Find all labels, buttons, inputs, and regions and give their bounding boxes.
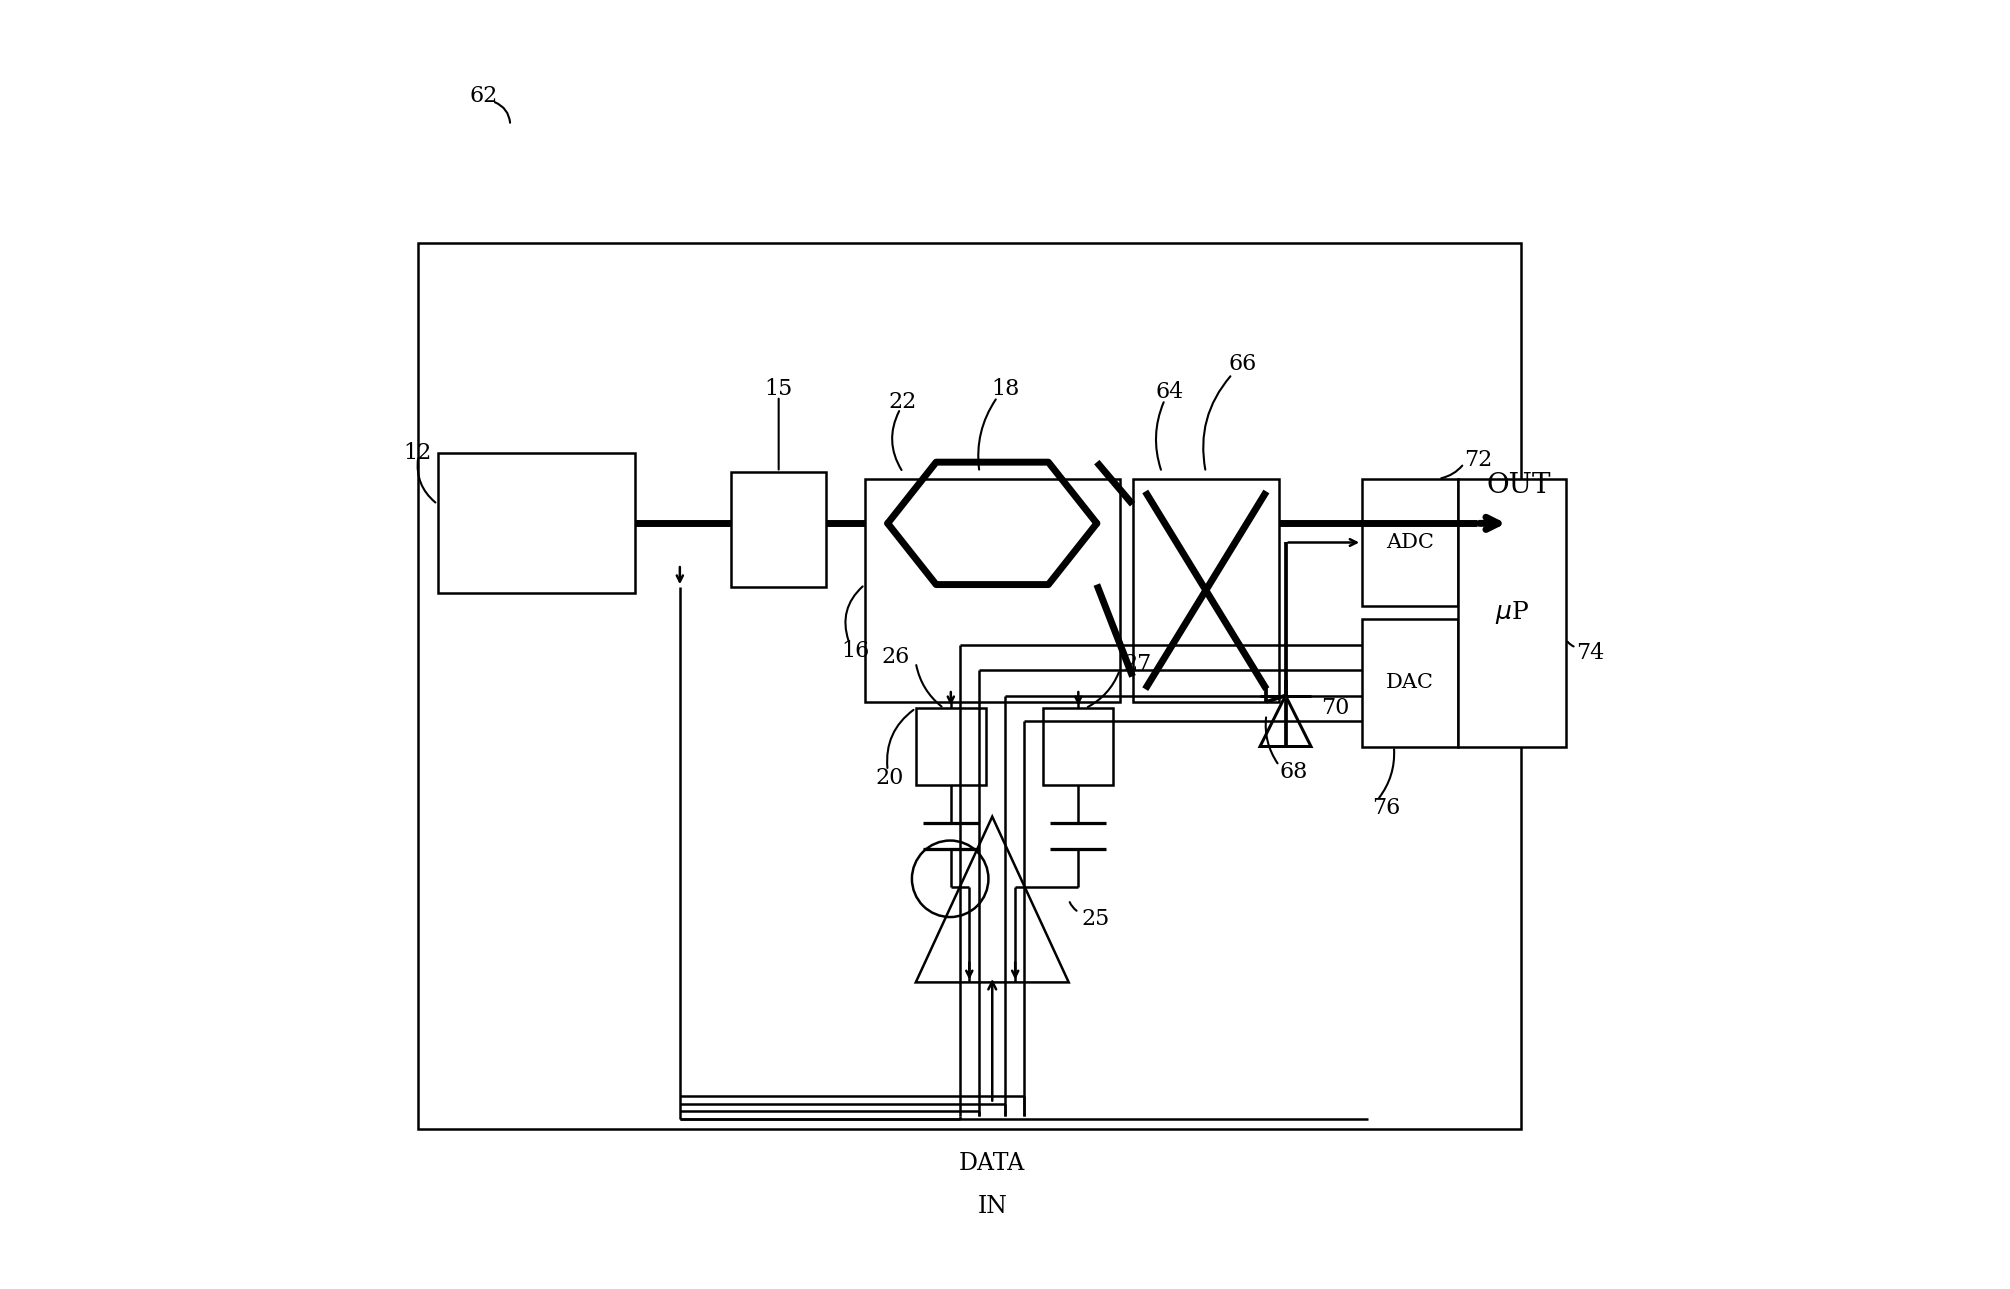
- Text: DAC: DAC: [1387, 673, 1433, 692]
- Text: $\mu$P: $\mu$P: [1495, 599, 1530, 626]
- Text: 16: 16: [842, 639, 870, 661]
- Text: 18: 18: [991, 379, 1019, 401]
- Text: IN: IN: [977, 1195, 1007, 1218]
- Text: 74: 74: [1576, 642, 1604, 664]
- Bar: [917, 708, 985, 785]
- Bar: [1363, 478, 1457, 606]
- Text: 62: 62: [470, 85, 498, 107]
- Text: OUT: OUT: [1487, 472, 1552, 499]
- Text: 20: 20: [874, 767, 902, 789]
- Bar: [732, 472, 826, 586]
- Text: 68: 68: [1278, 761, 1309, 782]
- Text: 26: 26: [880, 646, 909, 668]
- Bar: [864, 478, 1120, 703]
- Bar: [438, 454, 635, 593]
- Bar: [1043, 708, 1114, 785]
- Text: 72: 72: [1463, 449, 1491, 470]
- Text: 27: 27: [1124, 652, 1152, 674]
- Text: 66: 66: [1228, 353, 1256, 375]
- Text: 64: 64: [1156, 382, 1184, 403]
- Text: 12: 12: [404, 442, 432, 464]
- Bar: [1363, 619, 1457, 746]
- Text: DATA: DATA: [959, 1152, 1025, 1176]
- Text: 70: 70: [1321, 697, 1349, 719]
- Bar: [418, 242, 1522, 1129]
- Text: 15: 15: [764, 379, 792, 401]
- Bar: [1132, 478, 1278, 703]
- Text: 76: 76: [1373, 797, 1401, 819]
- Text: 22: 22: [888, 392, 917, 414]
- Text: 25: 25: [1081, 907, 1110, 929]
- Bar: [1457, 478, 1566, 746]
- Text: ADC: ADC: [1387, 532, 1433, 552]
